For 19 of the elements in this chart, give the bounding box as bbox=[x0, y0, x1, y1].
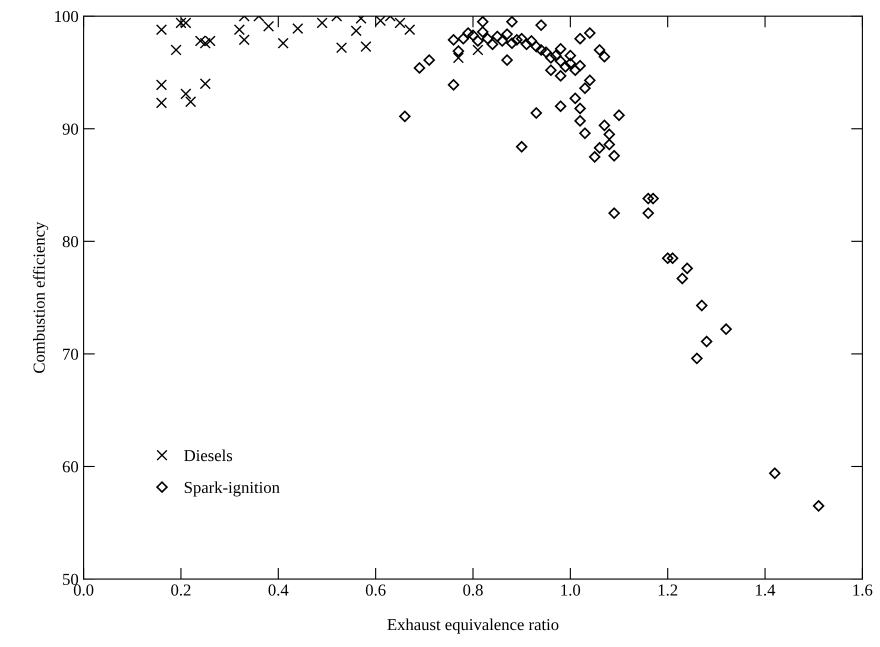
y-tick-label: 50 bbox=[63, 574, 78, 586]
y-tick-label: 90 bbox=[62, 123, 78, 135]
y-tick-label: 60 bbox=[62, 461, 78, 472]
x-tick-label: 0.8 bbox=[463, 584, 483, 596]
x-tick-label: 0.2 bbox=[171, 584, 190, 596]
legend-label: Diesels bbox=[184, 449, 232, 462]
x-tick-label: 1.2 bbox=[658, 584, 678, 596]
y-axis-title: Combustion efficiency bbox=[32, 222, 48, 373]
y-tick-label: 80 bbox=[62, 236, 78, 248]
y-tick-label: 100 bbox=[55, 10, 78, 22]
x-tick-label: 0.4 bbox=[268, 584, 288, 596]
x-tick-label: 0.6 bbox=[366, 584, 386, 596]
x-tick-label: 1.4 bbox=[756, 584, 776, 596]
text: 0.0 bbox=[74, 584, 94, 596]
legend-label: Spark-ignition bbox=[184, 481, 280, 497]
text: 1.0 bbox=[561, 584, 580, 596]
x-tick-label: 1.6 bbox=[853, 584, 872, 596]
y-tick-label: 70 bbox=[63, 348, 78, 360]
x-axis-title: Exhaust equivalence ratio bbox=[387, 618, 558, 634]
